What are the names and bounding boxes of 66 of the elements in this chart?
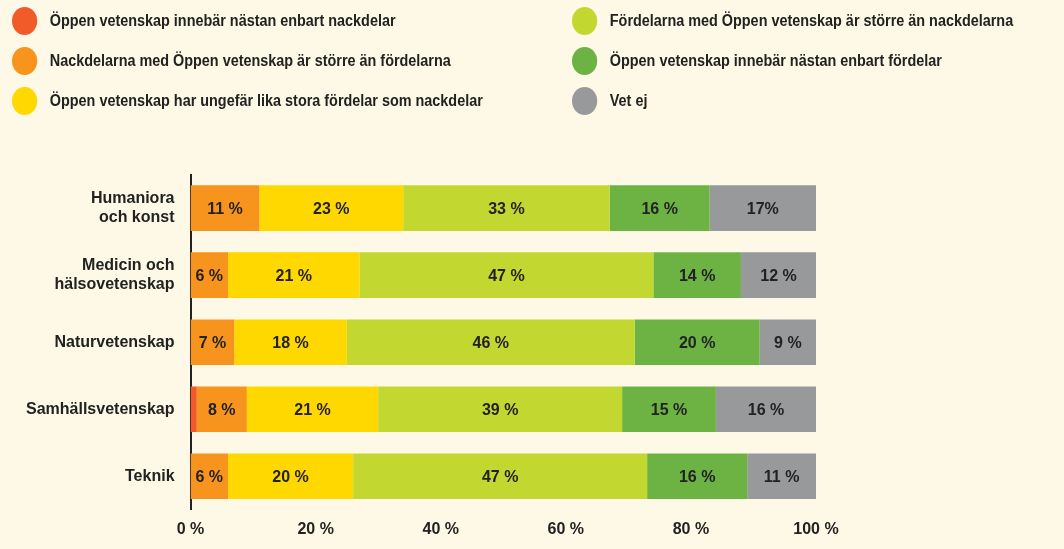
- bar: [190, 185, 260, 231]
- bar: [715, 386, 816, 433]
- data-label: 39 %: [481, 400, 519, 418]
- bar: [234, 319, 347, 365]
- bar: [196, 386, 247, 433]
- data-label: 12 %: [760, 266, 797, 284]
- bar: [709, 185, 816, 231]
- legend-label: Nackdelarna med Öppen vetenskap är större än fördelarna: [49, 52, 451, 70]
- x-tick-label: 40 %: [422, 519, 459, 537]
- bar: [653, 252, 741, 298]
- data-label: 47 %: [488, 266, 525, 284]
- y-tick-label: Medicin och hälsovetenskap: [54, 255, 175, 293]
- bar: [246, 386, 379, 433]
- y-tick-label: Naturvetenskap: [54, 332, 175, 350]
- x-tick-label: 0 %: [176, 519, 205, 537]
- data-label: 23 %: [313, 199, 350, 217]
- data-label: 6 %: [195, 266, 224, 284]
- data-label: 14 %: [678, 266, 716, 284]
- bar: [259, 185, 404, 231]
- x-tick-label: 80 %: [672, 519, 710, 537]
- data-label: 21 %: [294, 400, 331, 418]
- data-label: 11 %: [207, 199, 243, 217]
- data-label: 7 %: [198, 333, 227, 351]
- legend-label: Öppen vetenskap innebär nästan enbart nackdelar: [49, 12, 396, 30]
- data-label: 21 %: [275, 266, 312, 284]
- data-label: 16 %: [641, 199, 678, 217]
- data-label: 20 %: [272, 467, 309, 485]
- data-label: 47 %: [481, 467, 519, 485]
- x-tick-label: 100 %: [793, 519, 839, 537]
- x-tick-label: 20 %: [297, 519, 334, 537]
- bar: [747, 453, 816, 500]
- bar: [228, 453, 354, 500]
- y-tick-label: Humaniora och konst: [90, 188, 176, 226]
- data-label: 11 %: [763, 467, 800, 485]
- bar: [190, 319, 235, 365]
- data-label: 16 %: [678, 467, 716, 485]
- data-label: 18 %: [272, 333, 309, 351]
- data-label: 15 %: [650, 400, 688, 418]
- bar: [740, 252, 816, 298]
- bar: [609, 185, 710, 231]
- data-label: 46 %: [472, 333, 509, 351]
- data-label: 16 %: [747, 400, 785, 418]
- data-label: 17%: [746, 199, 779, 217]
- bar: [353, 453, 648, 500]
- bar: [634, 319, 760, 365]
- data-label: 6 %: [195, 467, 224, 485]
- bar: [759, 319, 816, 365]
- bar: [346, 319, 635, 365]
- data-label: 33 %: [488, 199, 525, 217]
- x-tick-label: 60 %: [547, 519, 585, 537]
- data-label: 8 %: [208, 400, 236, 418]
- bar: [359, 252, 654, 298]
- bar: [228, 252, 360, 298]
- legend-label: Öppen vetenskap har ungefär lika stora fördelar som nackdelar: [49, 92, 483, 110]
- data-label: 9 %: [774, 333, 802, 351]
- bar: [647, 453, 748, 500]
- y-tick-label: Samhällsvetenskap: [25, 399, 175, 417]
- legend-label: Fördelarna med Öppen vetenskap är större än nackdelarna: [609, 12, 1014, 30]
- bar: [190, 386, 197, 433]
- data-label: 20 %: [678, 333, 716, 351]
- bar: [378, 386, 623, 433]
- bar: [403, 185, 610, 231]
- legend-label: Öppen vetenskap innebär nästan enbart fördelar: [609, 52, 942, 70]
- y-tick-label: Teknik: [125, 466, 175, 484]
- legend-label: Vet ej: [609, 92, 648, 110]
- bar: [622, 386, 716, 433]
